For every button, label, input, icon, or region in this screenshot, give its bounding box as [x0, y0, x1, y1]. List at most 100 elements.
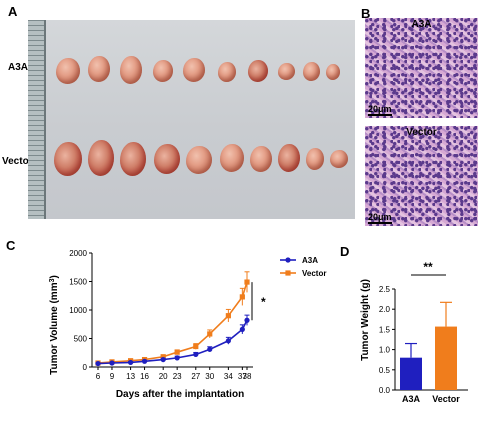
volume-series [95, 271, 253, 367]
volume-y-axis-label-sup: 3 [49, 278, 56, 282]
tumor-vector-10 [330, 150, 348, 168]
data-point-vector [174, 349, 180, 355]
weight-significance-label: ** [423, 260, 433, 274]
volume-y-axis-label-rest: ) [49, 275, 60, 278]
scale-label-a3a: 20μm [368, 104, 392, 114]
volume-y-axis-label: Tumor Volume (mm3) [49, 275, 61, 375]
tumor-a3a-1 [56, 58, 80, 84]
tumor-a3a-5 [183, 58, 205, 82]
histology-title-vector: Vector [406, 127, 437, 138]
data-point-vector [225, 313, 231, 319]
series-line-a3a [97, 319, 248, 365]
data-point-a3a [193, 351, 199, 358]
series-line-vector [97, 281, 248, 364]
volume-x-tick-label: 20 [159, 372, 168, 381]
weight-y-tick-label: 2.0 [379, 305, 391, 314]
row-label-vector: Vector [2, 156, 33, 167]
volume-x-tick-label: 30 [205, 372, 214, 381]
histology-image-a3a: A3A 20μm [365, 18, 478, 118]
tumor-a3a-7 [248, 60, 268, 82]
tumor-a3a-8 [278, 63, 295, 80]
tumor-vector-4 [154, 144, 180, 174]
volume-y-tick-label: 2000 [69, 249, 87, 258]
tumor-vector-1 [54, 142, 82, 176]
data-point-a3a [174, 355, 180, 361]
volume-x-tick-label: 27 [191, 372, 200, 381]
tumor-a3a-10 [326, 64, 340, 80]
weight-y-tick-label: 1.0 [379, 346, 391, 355]
bar-vector [435, 326, 457, 390]
weight-ticks: 0.0 0.5 1.0 1.5 2.0 2.5 [379, 285, 395, 395]
tumor-a3a-9 [303, 62, 320, 81]
tumor-vector-8 [278, 144, 300, 172]
volume-y-tick-label: 0 [83, 363, 88, 372]
tumor-vector-3 [120, 142, 146, 176]
tumor-weight-chart: 0.0 0.5 1.0 1.5 2.0 2.5 A3A Vector Tumor Weigh… [360, 260, 468, 404]
volume-x-tick-label: 34 [224, 372, 233, 381]
data-point-a3a [160, 356, 166, 363]
scale-label-vector: 20μm [368, 212, 392, 222]
legend-marker-vector [285, 270, 291, 276]
volume-x-tick-label: 37 [238, 372, 247, 381]
tumor-a3a-6 [218, 62, 236, 82]
data-point-a3a [239, 326, 245, 332]
volume-x-axis-label: Days after the implantation [116, 389, 244, 400]
tumor-a3a-3 [120, 56, 142, 84]
tumor-a3a-4 [153, 60, 173, 82]
data-point-vector [160, 354, 166, 360]
data-point-a3a [207, 346, 213, 352]
tumor-vector-9 [306, 148, 324, 170]
category-label-a3a: A3A [402, 394, 421, 404]
weight-y-axis-label: Tumor Weight (g) [360, 279, 371, 361]
data-point-a3a [109, 360, 115, 366]
volume-y-tick-label: 1500 [69, 278, 87, 287]
tumor-vector-6 [220, 144, 244, 172]
panel-letter-a: A [8, 4, 18, 19]
volume-x-tick-label: 9 [110, 372, 115, 381]
volume-significance-label: * [261, 295, 266, 309]
data-point-a3a [141, 358, 148, 364]
weight-bars: A3A Vector [400, 274, 460, 404]
data-point-a3a [127, 359, 134, 366]
data-point-vector [239, 294, 245, 300]
data-point-a3a [225, 338, 231, 344]
tumor-vector-2 [88, 140, 114, 176]
volume-x-tick-label: 38 [243, 372, 252, 381]
data-point-a3a [95, 360, 101, 367]
row-label-a3a: A3A [8, 62, 29, 73]
volume-y-tick-label: 500 [74, 335, 88, 344]
weight-y-tick-label: 1.5 [379, 325, 391, 334]
scale-bar-a3a [368, 114, 392, 116]
tumor-a3a-2 [88, 56, 110, 82]
data-point-vector [207, 331, 213, 337]
legend-label-a3a: A3A [302, 256, 318, 265]
volume-legend: A3A Vector [280, 256, 326, 278]
data-point-vector [244, 279, 250, 285]
volume-x-tick-label: 6 [96, 372, 101, 381]
ruler [28, 20, 46, 219]
histology-title-a3a: A3A [411, 19, 432, 30]
volume-x-tick-label: 23 [173, 372, 182, 381]
panel-letter-d: D [340, 244, 350, 259]
data-point-vector [193, 343, 199, 350]
bar-a3a [400, 357, 422, 390]
category-label-vector: Vector [432, 394, 460, 404]
panel-letter-c: C [6, 238, 16, 253]
tumor-photo [28, 20, 355, 219]
histology-image-vector: Vector 20μm [365, 126, 478, 226]
scale-bar-vector [368, 222, 392, 224]
data-point-a3a [244, 317, 250, 323]
panel-letter-b: B [361, 6, 371, 21]
legend-marker-a3a [285, 257, 291, 263]
tumor-vector-7 [250, 146, 272, 172]
volume-y-tick-label: 1000 [69, 306, 87, 315]
weight-y-tick-label: 0.5 [379, 366, 391, 375]
weight-y-tick-label: 2.5 [379, 285, 391, 294]
volume-x-tick-label: 16 [140, 372, 149, 381]
tumor-vector-5 [186, 146, 212, 174]
legend-label-vector: Vector [302, 269, 326, 278]
volume-x-tick-label: 13 [126, 372, 135, 381]
weight-y-tick-label: 0.0 [379, 386, 391, 395]
